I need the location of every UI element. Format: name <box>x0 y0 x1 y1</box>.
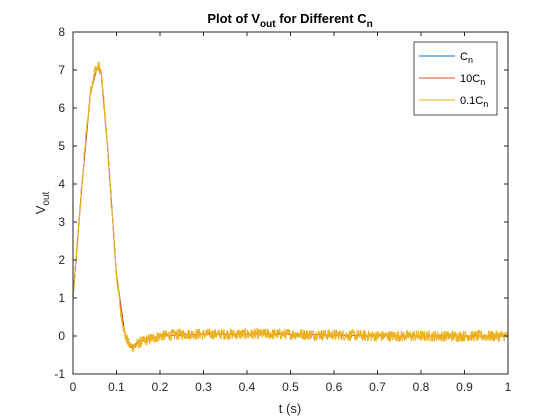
x-tick-label: 1 <box>505 380 512 394</box>
legend-label-0-1cn: 0.1Cn <box>460 95 488 109</box>
x-tick-label: 0.8 <box>413 380 430 394</box>
legend-label-10cn: 10Cn <box>460 73 485 87</box>
y-tick-label: 2 <box>58 253 65 267</box>
x-tick-label: 0.9 <box>456 380 473 394</box>
x-tick-label: 0.4 <box>239 380 256 394</box>
x-tick-label: 0.1 <box>108 380 125 394</box>
x-tick-label: 0.2 <box>152 380 169 394</box>
x-tick-label: 0 <box>70 380 77 394</box>
x-tick-label: 0.6 <box>326 380 343 394</box>
y-tick-label: 8 <box>58 25 65 39</box>
tick-layer: 0 0.1 0.2 0.3 0.4 0.5 0.6 0.7 0.8 0.9 1 -1 0 1 2 3 4 5 6 7 8 <box>54 25 511 394</box>
y-tick-label: 7 <box>58 63 65 77</box>
y-axis-label: Vout <box>33 191 52 214</box>
y-axis-label-subscript: out <box>41 191 52 205</box>
y-tick-label: 1 <box>58 291 65 305</box>
y-tick-label: 4 <box>58 177 65 191</box>
x-axis-label: t (s) <box>279 401 301 416</box>
y-tick-label: -1 <box>54 367 65 381</box>
y-tick-label: 6 <box>58 101 65 115</box>
legend: Cn 10Cn 0.1Cn <box>413 41 498 116</box>
y-tick-label: 5 <box>58 139 65 153</box>
plot-title-subscript-1: out <box>260 19 276 30</box>
plot-title-middle: for Different C <box>276 11 368 26</box>
plot-title-subscript-2: n <box>367 19 373 30</box>
legend-label-cn: Cn <box>460 51 473 65</box>
series-line-0-1cn <box>72 61 509 353</box>
plot-title: Plot of Vout for Different Cn <box>207 11 372 30</box>
y-tick-label: 3 <box>58 215 65 229</box>
x-tick-label: 0.7 <box>369 380 386 394</box>
series-layer <box>72 61 509 353</box>
x-tick-label: 0.3 <box>195 380 212 394</box>
x-tick-label: 0.5 <box>282 380 299 394</box>
y-tick-label: 0 <box>58 329 65 343</box>
